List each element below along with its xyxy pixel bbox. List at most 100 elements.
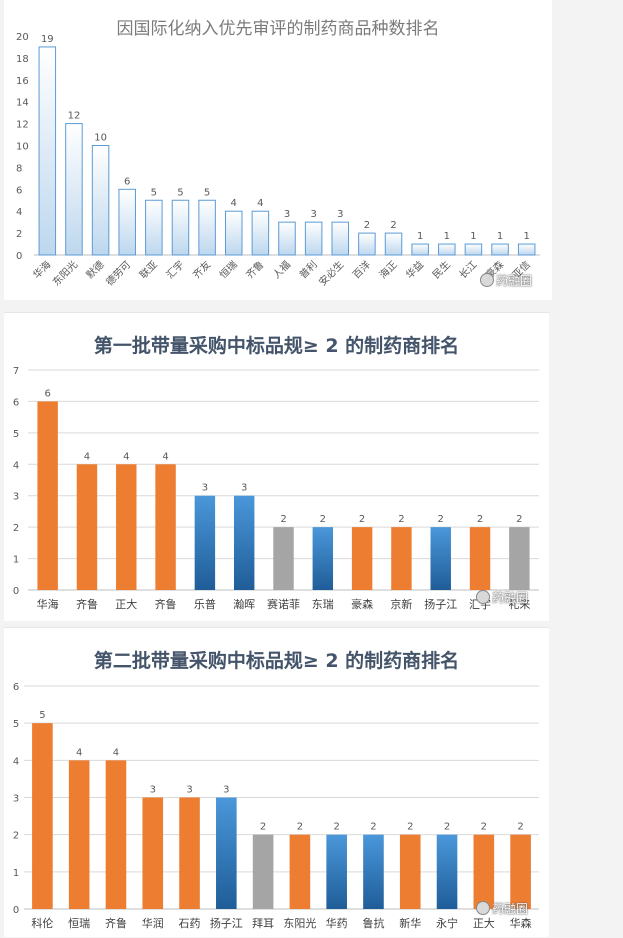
data-label: 6 — [44, 388, 50, 399]
bar — [171, 199, 190, 256]
bar — [32, 723, 53, 909]
x-tick-label: 礼来 — [508, 597, 530, 611]
data-label: 4 — [231, 198, 237, 209]
data-label: 19 — [41, 34, 54, 45]
data-label: 12 — [68, 111, 81, 122]
data-label: 10 — [94, 133, 107, 144]
y-tick-label: 7 — [13, 366, 19, 377]
data-label: 2 — [407, 822, 413, 833]
x-tick-label: 联亚 — [137, 259, 160, 282]
data-label: 2 — [333, 822, 339, 833]
chart-panel-first-batch: 第一批带量采购中标品规≥ 2 的制药商排名 0 1 2 3 4 5 6 7 6 华海 4 齐鲁 4 正大 4… — [4, 312, 549, 621]
x-tick-label: 扬子江 — [210, 916, 243, 930]
y-tick-label: 6 — [16, 185, 22, 196]
bar — [233, 495, 255, 590]
bar-chart-second-batch: 0 1 2 3 4 5 6 5 科伦 4 恒瑞 4 齐鲁 3 华润 3 石药 3 扬子江 2 拜耳 2 东阳光 2 华药 2 鲁抗 2… — [13, 682, 539, 930]
x-tick-label: 华海 — [30, 258, 53, 281]
bar — [216, 797, 237, 909]
data-label: 4 — [84, 451, 90, 462]
x-tick-label: 华药 — [326, 916, 348, 930]
x-tick-label: 恒瑞 — [68, 916, 90, 930]
y-tick-label: 3 — [13, 492, 19, 503]
data-label: 4 — [123, 451, 129, 462]
x-tick-label: 东阳光 — [283, 916, 316, 930]
y-tick-label: 14 — [16, 98, 29, 109]
data-label: 1 — [417, 231, 423, 242]
bar — [278, 221, 296, 256]
bar — [224, 210, 243, 256]
bar — [198, 199, 216, 256]
watermark: 药融圈 — [476, 900, 528, 917]
bar — [145, 199, 163, 256]
data-label: 2 — [477, 514, 483, 525]
data-label: 2 — [398, 514, 404, 525]
y-tick-label: 12 — [16, 120, 29, 131]
x-tick-label: 民生 — [430, 258, 453, 281]
data-label: 5 — [39, 710, 45, 721]
bar — [179, 797, 200, 909]
x-tick-label: 恒瑞 — [217, 258, 240, 281]
data-label: 6 — [124, 176, 130, 187]
data-label: 2 — [390, 220, 396, 231]
data-label: 5 — [177, 187, 183, 198]
bar — [399, 834, 421, 909]
data-label: 4 — [162, 451, 168, 462]
watermark-text: 药融圈 — [492, 591, 529, 605]
watermark: 药融圈 — [476, 589, 528, 606]
bar — [436, 834, 458, 909]
x-tick-label: 乐普 — [194, 597, 216, 611]
data-label: 4 — [257, 198, 263, 209]
bar — [105, 760, 127, 909]
x-tick-label: 默德 — [83, 258, 106, 281]
x-tick-label: 汇宇 — [163, 258, 186, 281]
data-label: 3 — [223, 785, 229, 796]
bar — [155, 464, 176, 590]
x-tick-label: 长江 — [457, 259, 480, 282]
data-label: 2 — [297, 822, 303, 833]
data-label: 2 — [444, 822, 450, 833]
bar — [68, 760, 90, 909]
y-tick-label: 0 — [16, 251, 22, 262]
y-tick-label: 3 — [13, 794, 19, 805]
data-label: 4 — [76, 747, 82, 758]
y-tick-label: 1 — [13, 555, 19, 566]
x-tick-label: 百洋 — [350, 258, 373, 281]
y-tick-label: 4 — [13, 460, 19, 471]
bar — [37, 401, 58, 590]
y-tick-label: 8 — [16, 163, 22, 174]
bar — [391, 527, 412, 590]
data-label: 5 — [204, 187, 210, 198]
data-label: 2 — [359, 514, 365, 525]
data-label: 2 — [517, 822, 523, 833]
y-tick-label: 0 — [13, 586, 19, 597]
watermark-text: 药融圈 — [492, 902, 529, 916]
x-tick-label: 东瑞 — [312, 597, 334, 611]
bar — [289, 834, 311, 909]
bar — [509, 527, 530, 590]
y-tick-label: 1 — [13, 868, 19, 879]
bar — [464, 243, 483, 256]
chart-panel-second-batch: 第二批带量采购中标品规≥ 2 的制药商排名 0 1 2 3 4 5 6 5 科伦 4 恒瑞 4 齐鲁 3 华… — [4, 627, 549, 937]
bar — [473, 834, 495, 909]
y-tick-label: 5 — [13, 429, 19, 440]
x-tick-label: 扬子江 — [424, 597, 457, 611]
x-tick-label: 京新 — [390, 597, 412, 611]
bar — [411, 243, 429, 256]
y-tick-label: 2 — [13, 831, 19, 842]
data-label: 3 — [186, 785, 192, 796]
bar — [384, 232, 403, 256]
x-tick-label: 齐鲁 — [76, 597, 98, 611]
bar — [430, 527, 451, 590]
x-tick-label: 华益 — [403, 258, 426, 281]
y-tick-label: 20 — [16, 32, 29, 43]
x-tick-label: 科伦 — [31, 916, 53, 930]
bar — [491, 243, 509, 256]
x-tick-label: 华森 — [510, 916, 532, 930]
watermark: 药融圈 — [480, 272, 532, 289]
data-label: 2 — [438, 514, 444, 525]
x-tick-label: 齐鲁 — [155, 597, 177, 611]
y-tick-label: 0 — [13, 905, 19, 916]
x-tick-label: 华润 — [142, 916, 164, 930]
y-tick-label: 6 — [13, 682, 19, 693]
